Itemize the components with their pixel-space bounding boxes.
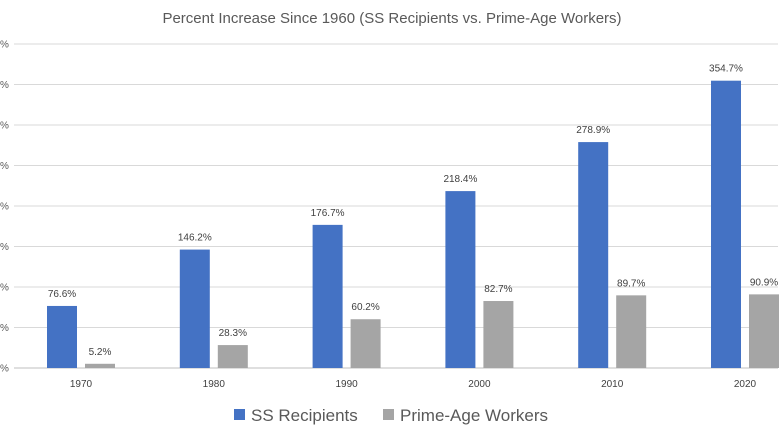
y-tick-label: %: [0, 364, 9, 375]
data-label: 60.2%: [351, 302, 379, 313]
y-tick-label: %: [0, 202, 9, 213]
bar-prime-age-workers: [85, 363, 115, 368]
x-tick-label: 2010: [601, 379, 624, 390]
y-tick-label: %: [0, 242, 9, 253]
bar-ss-recipients: [445, 191, 476, 368]
legend-label-ss-recipients: SS Recipients: [251, 406, 358, 425]
x-tick-label: 2000: [468, 379, 491, 390]
data-label: 76.6%: [48, 289, 76, 300]
y-tick-label: %: [0, 40, 9, 51]
x-tick-label: 1980: [203, 379, 226, 390]
gridlines: [14, 43, 778, 369]
data-label: 5.2%: [89, 347, 112, 358]
bar-ss-recipients: [578, 142, 609, 368]
bar-ss-recipients: [179, 249, 210, 368]
y-tick-label: %: [0, 161, 9, 172]
y-tick-label: %: [0, 80, 9, 91]
data-label: 146.2%: [178, 233, 212, 244]
data-label: 82.7%: [484, 284, 512, 295]
bar-prime-age-workers: [749, 294, 779, 368]
data-label: 218.4%: [443, 174, 477, 185]
x-tick-label: 1970: [70, 379, 93, 390]
data-labels: 76.6% 5.2% 146.2% 28.3% 176.7% 60.2% 218.4% 82.…: [48, 64, 778, 358]
y-tick-label: %: [0, 121, 9, 132]
bar-prime-age-workers: [483, 301, 514, 368]
data-label: 278.9%: [576, 125, 610, 136]
legend-label-prime-age-workers: Prime-Age Workers: [400, 406, 548, 425]
x-axis-ticks: 1970 1980 1990 2000 2010 2020: [70, 379, 757, 390]
data-label: 176.7%: [311, 208, 345, 219]
chart-title: Percent Increase Since 1960 (SS Recipien…: [162, 10, 621, 27]
bar-prime-age-workers: [350, 319, 381, 368]
legend-swatch-prime-age-workers: [383, 409, 394, 420]
y-tick-label: %: [0, 323, 9, 334]
data-label: 354.7%: [709, 64, 743, 75]
y-axis-ticks: %%%%%%%%%: [0, 40, 9, 375]
x-tick-label: 2020: [734, 379, 757, 390]
legend-swatch-ss-recipients: [234, 409, 245, 420]
bar-prime-age-workers: [616, 295, 647, 368]
bars: [47, 80, 779, 369]
x-tick-label: 1990: [335, 379, 358, 390]
legend: SS Recipients Prime-Age Workers: [234, 406, 548, 425]
y-tick-label: %: [0, 283, 9, 294]
bar-ss-recipients: [47, 305, 77, 368]
data-label: 89.7%: [617, 278, 645, 289]
bar-ss-recipients: [312, 224, 343, 368]
data-label: 90.9%: [750, 277, 778, 288]
bar-prime-age-workers: [217, 345, 248, 368]
data-label: 28.3%: [219, 328, 247, 339]
bar-ss-recipients: [711, 80, 741, 369]
